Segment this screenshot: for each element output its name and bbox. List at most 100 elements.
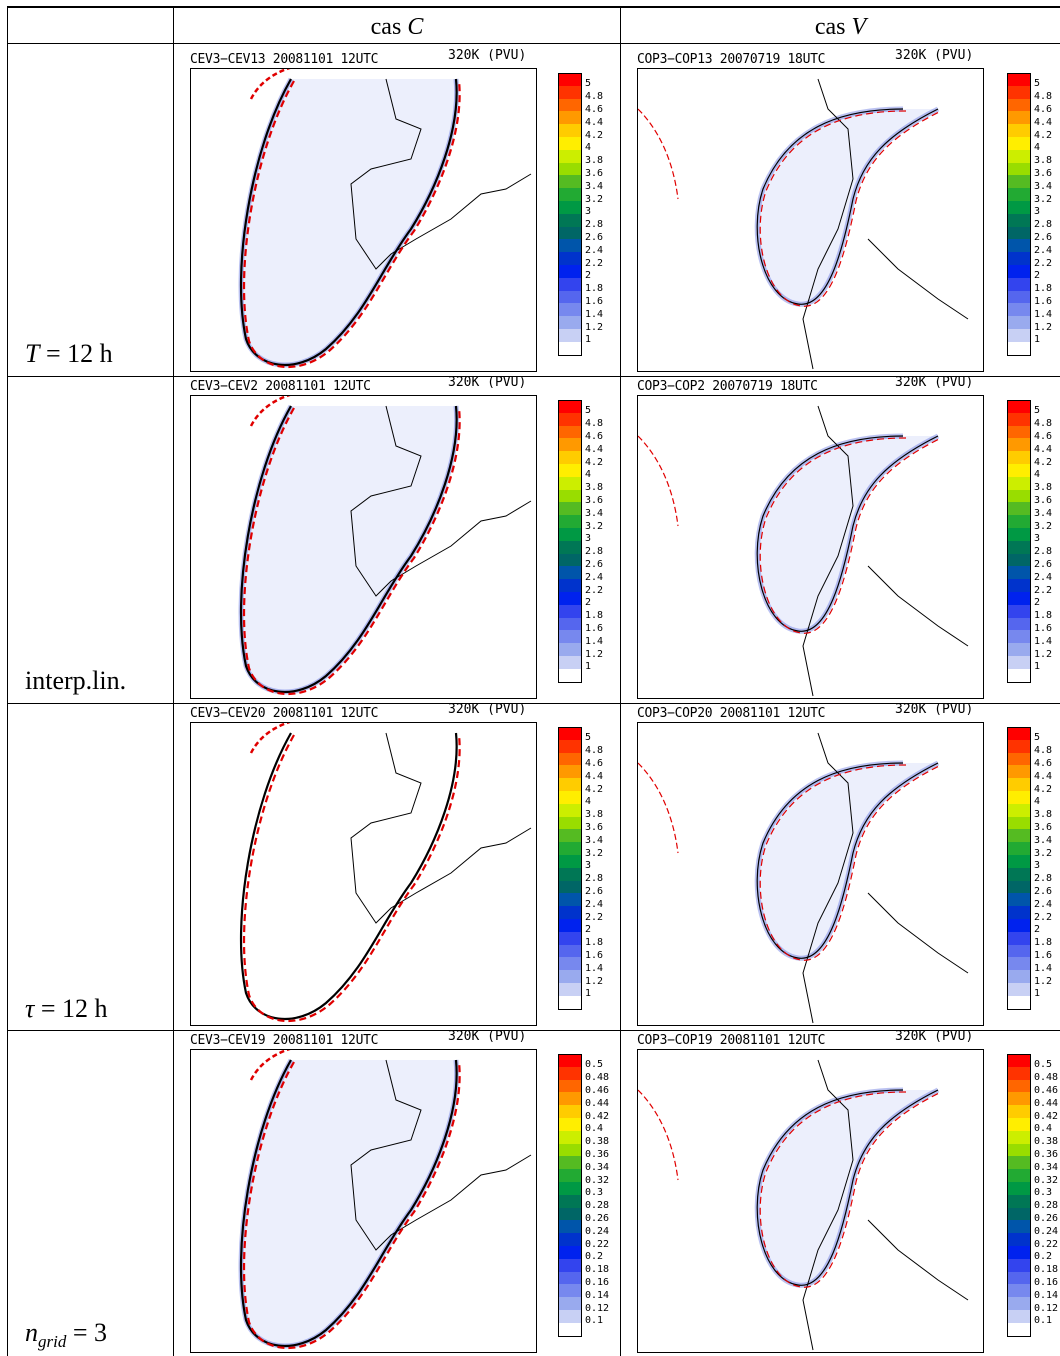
- colorbar-swatch: [1007, 329, 1031, 342]
- colorbar-tick-label: 1.2: [1034, 321, 1053, 333]
- panel-title: COP3−COP19 20081101 12UTC: [637, 1033, 826, 1048]
- colorbar-tick-label: 0.16: [1034, 1277, 1059, 1288]
- colorbar-tick-label: 0.4: [1034, 1123, 1053, 1135]
- colorbar-tick-label: 0.36: [1034, 1149, 1059, 1160]
- colorbar-swatch: [1007, 1220, 1031, 1234]
- colorbar-tick-label: 0.5: [1034, 1059, 1053, 1071]
- colorbar-tick-label: 3: [585, 860, 592, 872]
- panel-title: COP3−COP2 20070719 18UTC: [637, 379, 818, 394]
- colorbar-swatch: [1007, 277, 1031, 291]
- colorbar-tick-label: 3: [585, 533, 592, 545]
- colorbar-swatch: [558, 124, 582, 137]
- colorbar-swatch: [1007, 995, 1031, 1010]
- colorbar-tick-label: 2: [1034, 270, 1041, 282]
- colorbar-swatch: [1007, 1092, 1031, 1106]
- colorbar-swatch: [558, 906, 582, 919]
- colorbar-swatch: [558, 791, 582, 804]
- colorbar-tick-label: 5: [585, 732, 592, 744]
- colorbar-swatch: [558, 668, 582, 683]
- colorbar-tick-label: 1.4: [1034, 635, 1053, 647]
- colorbar-tick-label: 3.4: [585, 180, 604, 192]
- colorbar: 0.5 0.48 0.46 0.44 0.42 0.4 0.38 0.36 0.34 0.32 0.…: [1007, 1054, 1058, 1344]
- colorbar-tick-label: 1.2: [585, 321, 604, 333]
- colorbar-tick-label: 0.38: [1034, 1136, 1059, 1148]
- colorbar-tick-label: 3.2: [585, 520, 604, 532]
- colorbar-tick-label: 4.8: [1034, 745, 1053, 757]
- colorbar-tick-label: 4.6: [585, 758, 604, 769]
- colorbar-swatch: [558, 1322, 582, 1337]
- colorbar-tick-label: 2.8: [585, 873, 604, 885]
- colorbar-tick-label: 3.6: [1034, 495, 1053, 506]
- colorbar-tick-label: 0.34: [1034, 1161, 1059, 1173]
- colorbar-swatch: [1007, 566, 1031, 580]
- colorbar-swatch: [558, 944, 582, 958]
- colorbar-tick-label: 0.42: [1034, 1110, 1059, 1122]
- colorbar-tick-label: 3.8: [585, 482, 604, 494]
- colorbar-swatch: [558, 528, 582, 541]
- colorbar-swatch: [558, 201, 582, 214]
- colorbar-swatch: [1007, 553, 1031, 567]
- colorbar-tick-label: 0.46: [585, 1085, 610, 1096]
- colorbar-tick-label: 2.8: [585, 219, 604, 231]
- colorbar-swatch: [1007, 175, 1031, 189]
- colorbar-tick-label: 4.4: [1034, 770, 1053, 782]
- colorbar-swatch: [558, 983, 582, 996]
- colorbar-tick-label: 4.4: [1034, 443, 1053, 455]
- colorbar-swatch: [1007, 1054, 1031, 1068]
- colorbar-swatch: [1007, 124, 1031, 137]
- colorbar-swatch: [1007, 438, 1031, 452]
- colorbar-swatch: [558, 1220, 582, 1234]
- colorbar-swatch: [558, 592, 582, 605]
- colorbar-swatch: [558, 1156, 582, 1170]
- table-header-rule: [7, 43, 1060, 44]
- colorbar-swatch: [558, 149, 582, 163]
- colorbar-swatch: [558, 816, 582, 830]
- colorbar-tick-label: 2.6: [585, 559, 604, 570]
- colorbar-tick-label: 2.4: [1034, 244, 1053, 256]
- colorbar-swatch: [558, 290, 582, 304]
- colorbar-swatch: [1007, 1079, 1031, 1093]
- colorbar: 5 4.8 4.6 4.4 4.2 4 3.8 3.6 3.4 3.2 3 2.8 2.6 2.4 2.2 2…: [1007, 727, 1052, 1017]
- colorbar-swatch: [1007, 1105, 1031, 1118]
- colorbar-swatch: [558, 252, 582, 265]
- colorbar-swatch: [1007, 239, 1031, 253]
- map-panel: COP3−COP2 20070719 18UTC 320K (PVU) 5 4.8 4.…: [637, 375, 1052, 700]
- colorbar-tick-label: 1.4: [585, 635, 604, 647]
- colorbar-tick-label: 0.34: [585, 1161, 610, 1173]
- colorbar-tick-label: 3.2: [585, 847, 604, 859]
- colorbar-tick-label: 4.8: [1034, 91, 1053, 103]
- figure-table: cas C cas V T = 12 h interp.lin. τ = 12 …: [7, 6, 1060, 1356]
- colorbar-swatch: [558, 226, 582, 240]
- panel-units: 320K (PVU): [895, 375, 974, 390]
- colorbar-tick-label: 3.6: [585, 168, 604, 179]
- row-label-ngrid3: ngrid = 3: [25, 1318, 108, 1352]
- colorbar-swatch: [1007, 316, 1031, 329]
- map-plot: [637, 1049, 984, 1353]
- colorbar-swatch: [558, 842, 582, 855]
- colorbar-swatch: [558, 1207, 582, 1221]
- colorbar-swatch: [558, 579, 582, 592]
- colorbar-swatch: [558, 1182, 582, 1195]
- colorbar-tick-label: 4.8: [585, 745, 604, 757]
- colorbar-swatch: [1007, 630, 1031, 644]
- colorbar-swatch: [1007, 643, 1031, 656]
- colorbar-tick-label: 1.4: [1034, 308, 1053, 320]
- colorbar-tick-label: 3: [1034, 533, 1041, 545]
- colorbar-swatch: [1007, 906, 1031, 919]
- colorbar-swatch: [1007, 739, 1031, 753]
- column-header-cas-v: cas V: [814, 14, 867, 40]
- colorbar-tick-label: 2.2: [1034, 257, 1053, 269]
- colorbar-tick-label: 2: [1034, 924, 1041, 936]
- colorbar-tick-label: 4.6: [1034, 758, 1053, 769]
- colorbar-swatch: [1007, 617, 1031, 631]
- colorbar-tick-label: 4: [1034, 469, 1041, 481]
- colorbar-tick-label: 2.4: [1034, 898, 1053, 910]
- colorbar-tick-label: 0.48: [585, 1072, 610, 1084]
- colorbar-swatch: [558, 604, 582, 618]
- colorbar-tick-label: 0.14: [585, 1289, 610, 1301]
- colorbar-swatch: [1007, 1297, 1031, 1310]
- colorbar-tick-label: 3.2: [1034, 847, 1053, 859]
- panel-units: 320K (PVU): [448, 1029, 527, 1044]
- colorbar-swatch: [558, 412, 582, 426]
- colorbar-swatch: [1007, 515, 1031, 528]
